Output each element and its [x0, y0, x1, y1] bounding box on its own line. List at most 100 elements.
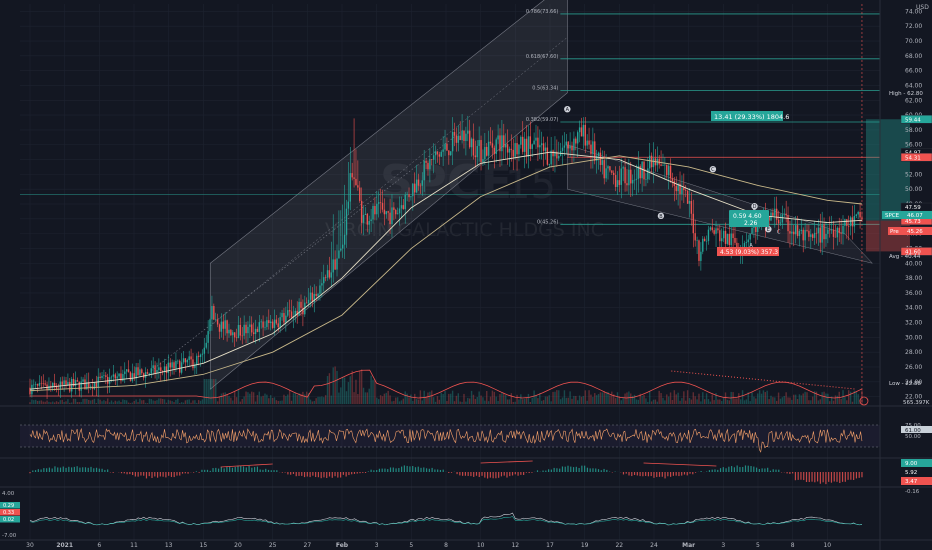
fib-level-label: 0.786(73.66)	[526, 9, 559, 15]
volume-bar	[834, 395, 837, 404]
volume-bar	[235, 397, 238, 404]
volume-bar	[163, 399, 166, 404]
candle-body	[161, 371, 164, 372]
histogram-bar	[76, 466, 78, 472]
volume-trend-line	[671, 370, 856, 390]
candle-body	[478, 140, 480, 146]
price-tag-box	[900, 247, 932, 256]
candle-body	[34, 383, 37, 385]
volume-bar	[647, 401, 649, 404]
histogram-bar	[830, 472, 833, 483]
volume-bar	[351, 370, 353, 404]
candle-body	[230, 329, 232, 336]
candlestick-series[interactable]	[29, 114, 863, 400]
histogram-bar	[509, 472, 511, 477]
price-tick-label: 50.00	[905, 186, 922, 193]
candle-body	[118, 373, 120, 377]
current-symbol: SPCE	[885, 213, 900, 219]
volume-bar	[700, 401, 702, 404]
candle-body	[817, 227, 820, 234]
volume-bar	[616, 392, 619, 404]
volume-bar	[258, 391, 261, 404]
candle-body	[141, 369, 143, 374]
histogram-bar	[584, 465, 586, 472]
moving-average-2	[29, 155, 863, 392]
candle-body	[719, 230, 721, 242]
candle-body	[74, 380, 77, 387]
volume-bar	[470, 390, 473, 404]
volume-bar	[215, 379, 217, 404]
candle-body	[482, 159, 484, 163]
volume-bar	[237, 390, 240, 404]
volume-bar	[586, 400, 588, 404]
candle-body	[52, 382, 54, 388]
volume-bar	[419, 390, 422, 404]
candle-body	[594, 141, 596, 161]
candle-body	[584, 124, 586, 146]
histogram-bar	[511, 472, 514, 476]
candle-body	[379, 202, 382, 203]
candle-body	[597, 152, 600, 157]
candle-body	[395, 209, 397, 215]
candle-body	[216, 319, 219, 325]
candle-body	[702, 238, 704, 252]
histogram-bar	[694, 472, 697, 473]
volume-bar	[851, 401, 854, 404]
position-tool[interactable]	[865, 119, 910, 252]
volume-bar	[330, 395, 333, 404]
candle-body	[381, 202, 384, 210]
volume-bar	[120, 402, 122, 404]
candle-body	[82, 379, 84, 382]
candle-body	[487, 141, 490, 156]
candle-body	[631, 180, 634, 184]
candle-body	[84, 379, 86, 390]
watermark-interval: 15	[505, 162, 556, 208]
candle-body	[622, 167, 624, 169]
candle-body	[207, 331, 209, 343]
candle-body	[834, 236, 837, 238]
histogram-bar	[767, 467, 769, 472]
volume-bar	[33, 400, 35, 404]
candle-body	[847, 225, 850, 227]
candle-body	[311, 292, 314, 302]
volume-bar	[703, 399, 706, 404]
histogram-bar	[661, 472, 663, 477]
time-tick-label: 8	[791, 542, 795, 549]
volume-bar	[544, 396, 547, 404]
candle-body	[222, 321, 225, 329]
candle-body	[614, 175, 617, 187]
candle-body	[554, 151, 556, 157]
histogram-bar	[112, 472, 114, 473]
volume-bar	[323, 397, 325, 404]
candle-body	[328, 270, 331, 278]
candle-body	[237, 324, 240, 339]
volume-bar	[243, 396, 245, 404]
volume-bar	[294, 392, 297, 404]
volume-bar	[171, 401, 173, 404]
histogram-bar	[786, 472, 788, 474]
histogram-bar	[572, 467, 575, 472]
volume-bar	[753, 396, 755, 404]
candle-body	[582, 124, 585, 137]
indicator-panes[interactable]: 75.0050.0061.009.005.923.474.00-7.000.29…	[0, 405, 932, 539]
candle-body	[387, 211, 389, 213]
volume-bar	[76, 402, 79, 404]
volume-bar	[29, 402, 31, 404]
candle-body	[688, 200, 691, 204]
volume-bar	[38, 400, 41, 404]
candle-body	[362, 215, 365, 223]
candle-body	[38, 382, 41, 386]
volume-bar	[144, 402, 147, 404]
time-tick-label: 5	[756, 542, 760, 549]
candle-body	[307, 299, 310, 304]
time-axis[interactable]: 30 2021 6 11 13 15 20 25 27 Feb 3 5 8 10 12 17 19 22 24 Mar…	[0, 539, 932, 549]
volume-bar	[290, 400, 293, 404]
volume-bar	[52, 401, 54, 404]
histogram-bar	[628, 472, 630, 476]
candle-body	[167, 362, 170, 374]
volume-bar	[165, 402, 168, 404]
candle-body	[510, 148, 513, 150]
volume-bar	[783, 395, 785, 404]
volume-bar	[641, 396, 643, 404]
